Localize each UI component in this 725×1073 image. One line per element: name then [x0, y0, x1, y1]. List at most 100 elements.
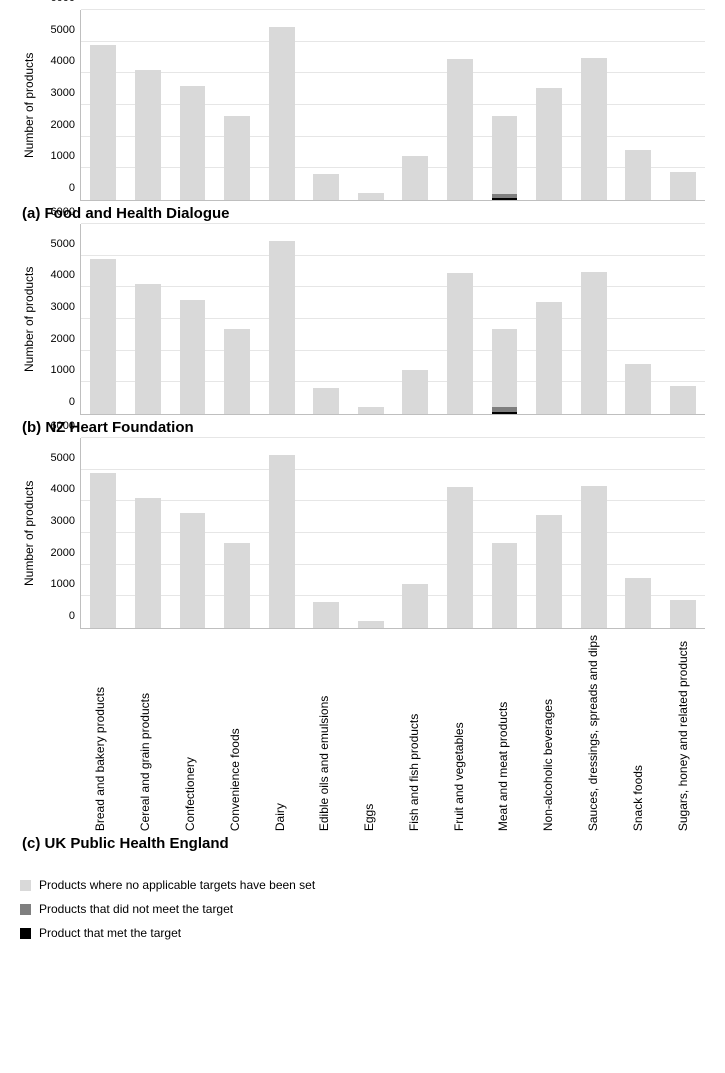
chart-c: Number of products0100020003000400050006… [20, 438, 705, 629]
bar [269, 455, 295, 628]
bar-slot [81, 10, 126, 200]
seg-no-target [447, 59, 473, 200]
xlabel-slot: Cereal and grain products [123, 635, 168, 831]
x-tick-label: Fish and fish products [407, 635, 421, 831]
bar-slot [126, 224, 171, 414]
seg-no-target [402, 156, 428, 200]
bar-slot [304, 438, 349, 628]
bar [358, 407, 384, 414]
bar-slot [126, 10, 171, 200]
bar [402, 156, 428, 200]
bar [358, 621, 384, 628]
bar-slot [616, 10, 661, 200]
seg-no-target [581, 486, 607, 629]
chart-a: Number of products 0100020003000400050006… [20, 10, 705, 201]
bar [670, 600, 696, 629]
seg-no-target [492, 116, 518, 194]
seg-no-target [536, 88, 562, 200]
bar-slot [81, 438, 126, 628]
seg-no-target [358, 407, 384, 414]
bar-slot [438, 224, 483, 414]
ytick-label: 4000 [51, 269, 81, 281]
x-tick-label: Bread and bakery products [93, 635, 107, 831]
bar-slot [259, 10, 304, 200]
y-axis-label: Number of products [20, 10, 36, 201]
bars-row [81, 224, 705, 414]
bar-slot [126, 438, 171, 628]
bar-slot [170, 438, 215, 628]
xlabel-slot: Bread and bakery products [78, 635, 123, 831]
bar [447, 273, 473, 414]
bar-slot [348, 224, 393, 414]
xlabel-slot: Eggs [347, 635, 392, 831]
plot: 0100020003000400050006000 [80, 10, 705, 201]
bar [90, 45, 116, 200]
legend-swatch [20, 928, 31, 939]
x-tick-label: Confectionery [183, 635, 197, 831]
ytick-label: 5000 [51, 238, 81, 250]
seg-no-target [224, 329, 250, 414]
ytick-label: 5000 [51, 452, 81, 464]
ytick-label: 4000 [51, 483, 81, 495]
seg-no-target [536, 515, 562, 628]
bar [224, 116, 250, 200]
seg-no-target [313, 388, 339, 414]
seg-no-target [269, 455, 295, 628]
y-axis-label: Number of products [20, 224, 36, 415]
bar [670, 172, 696, 201]
seg-no-target [670, 600, 696, 629]
legend-swatch [20, 880, 31, 891]
seg-no-target [402, 584, 428, 628]
bar [625, 578, 651, 628]
bar [180, 300, 206, 414]
xlabel-slot: Edible oils and emulsions [302, 635, 347, 831]
seg-no-target [625, 364, 651, 414]
bar [447, 487, 473, 628]
bar [447, 59, 473, 200]
bar-slot [571, 224, 616, 414]
bar-slot [571, 438, 616, 628]
bar-slot [215, 224, 260, 414]
ytick-label: 4000 [51, 55, 81, 67]
bar [581, 58, 607, 201]
y-axis-label: Number of products [20, 438, 36, 629]
seg-met [492, 412, 518, 414]
seg-no-target [180, 513, 206, 628]
bar [313, 388, 339, 414]
ytick-label: 0 [69, 182, 81, 194]
seg-no-target [313, 174, 339, 200]
bar-slot [393, 224, 438, 414]
seg-no-target [625, 578, 651, 628]
seg-no-target [447, 273, 473, 414]
legend-item: Product that met the target [20, 926, 705, 940]
ytick-label: 2000 [51, 119, 81, 131]
ytick-label: 1000 [51, 578, 81, 590]
bar [135, 70, 161, 200]
bar-slot [661, 10, 706, 200]
bars-row [81, 438, 705, 628]
panel-title-b: (b) NZ Heart Foundation [22, 419, 705, 436]
bar [625, 364, 651, 414]
legend-label: Products where no applicable targets hav… [39, 878, 315, 892]
legend-label: Product that met the target [39, 926, 181, 940]
x-tick-label: Eggs [362, 635, 376, 831]
bar-slot [661, 438, 706, 628]
bar-slot [616, 438, 661, 628]
legend: Products where no applicable targets hav… [20, 878, 705, 940]
bar-slot [482, 10, 527, 200]
seg-no-target [224, 116, 250, 200]
seg-no-target [581, 58, 607, 201]
x-tick-label: Sugars, honey and related products [676, 635, 690, 831]
ytick-label: 2000 [51, 333, 81, 345]
ytick-label: 1000 [51, 364, 81, 376]
panel-title-a: (a) Food and Health Dialogue [22, 205, 705, 222]
seg-no-target [358, 621, 384, 628]
ytick-label: 5000 [51, 24, 81, 36]
xlabel-slot: Sugars, honey and related products [660, 635, 705, 831]
x-tick-label: Meat and meat products [496, 635, 510, 831]
bar-slot [304, 10, 349, 200]
bar [536, 302, 562, 414]
seg-no-target [224, 543, 250, 628]
bar-slot [527, 224, 572, 414]
bar-slot [259, 224, 304, 414]
